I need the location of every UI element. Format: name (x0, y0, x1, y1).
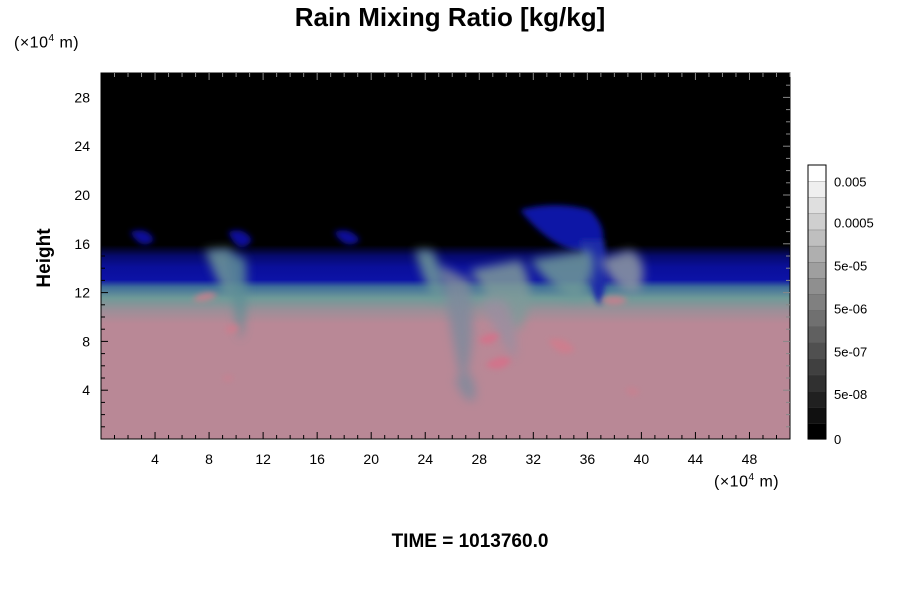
colorbar-swatch (807, 342, 827, 360)
colorbar-label: 0 (834, 432, 841, 447)
y-tick-label: 28 (74, 89, 90, 105)
colorbar-swatch (807, 213, 827, 231)
y-unit-exponent: 4 (48, 33, 55, 44)
colorbar-label: 5e-06 (834, 301, 867, 316)
heatmap-field (101, 73, 790, 439)
x-tick-label: 48 (742, 451, 758, 467)
x-tick-label: 44 (688, 451, 704, 467)
colorbar-label: 0.005 (834, 174, 867, 189)
x-unit-suffix: m) (754, 473, 780, 491)
x-tick-label: 24 (417, 451, 433, 467)
y-tick-label: 24 (74, 138, 90, 154)
colorbar-frame (807, 164, 827, 440)
colorbar-swatch (807, 374, 827, 392)
colorbar-swatch (807, 309, 827, 327)
colorbar-swatch (807, 277, 827, 295)
colorbar-label: 5e-05 (834, 258, 867, 273)
y-unit-prefix: (×10 (14, 34, 49, 52)
y-tick-label: 16 (74, 236, 90, 252)
colorbar-label: 0.0005 (834, 216, 874, 231)
x-axis-unit: (×104 m) (714, 472, 779, 491)
plume-structures (205, 248, 644, 401)
colorbar-swatch (807, 197, 827, 215)
x-tick-label: 32 (526, 451, 542, 467)
y-axis-label: Height (34, 228, 55, 288)
colorbar-swatch (807, 293, 827, 311)
colorbar-swatch (807, 390, 827, 408)
heatmap-background (101, 73, 790, 439)
x-tick-label: 40 (634, 451, 650, 467)
y-unit-suffix: m) (54, 34, 80, 52)
x-tick-label: 28 (471, 451, 487, 467)
colorbar-swatch (807, 326, 827, 343)
y-tick-label: 20 (74, 187, 90, 203)
x-unit-exponent: 4 (748, 472, 755, 483)
chart-title: Rain Mixing Ratio [kg/kg] (294, 2, 606, 32)
colorbar-swatch (807, 245, 827, 263)
y-tick-label: 12 (74, 285, 90, 301)
colorbar-swatch (807, 229, 827, 247)
colorbar-swatch (807, 406, 827, 424)
y-tick-label: 8 (82, 333, 90, 349)
colorbar: 0.005 0.0005 5e-05 5e-06 5e-07 5e-08 0 (807, 164, 874, 447)
colorbar-label: 5e-07 (834, 344, 867, 359)
y-axis-unit: (×104 m) (14, 33, 79, 52)
y-tick-label: 4 (82, 382, 90, 398)
x-tick-label: 16 (309, 451, 325, 467)
y-axis: 4 8 12 16 20 24 28 (74, 84, 790, 428)
x-unit-prefix: (×10 (714, 473, 749, 491)
colorbar-swatch (807, 422, 827, 440)
colorbar-swatch (807, 164, 827, 182)
x-tick-label: 12 (255, 451, 271, 467)
x-tick-label: 36 (580, 451, 596, 467)
colorbar-label: 5e-08 (834, 387, 867, 402)
colorbar-swatch (807, 180, 827, 198)
pink-streaks (192, 292, 640, 396)
x-tick-label: 8 (205, 451, 213, 467)
x-tick-label: 4 (151, 451, 159, 467)
colorbar-swatch (807, 358, 827, 376)
time-label: TIME = 1013760.0 (391, 531, 549, 552)
colorbar-swatch (807, 261, 827, 279)
x-axis: 4 8 12 16 20 24 28 32 36 40 44 48 (114, 73, 791, 467)
x-tick-label: 20 (363, 451, 379, 467)
